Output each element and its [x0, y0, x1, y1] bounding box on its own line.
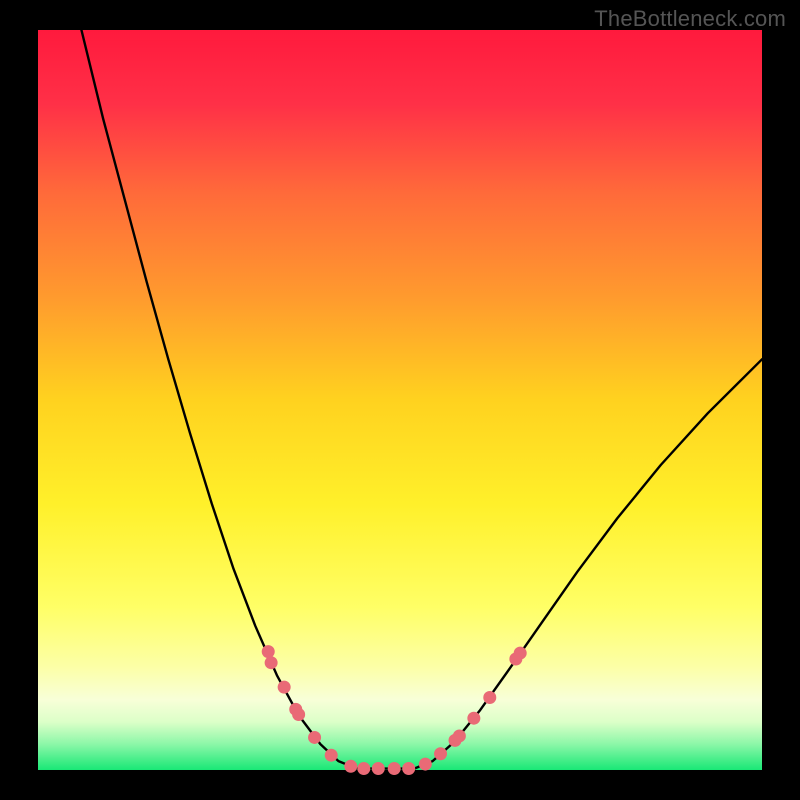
data-marker — [388, 762, 401, 775]
data-marker — [344, 760, 357, 773]
data-marker — [434, 747, 447, 760]
data-marker — [357, 762, 370, 775]
data-marker — [292, 708, 305, 721]
data-marker — [278, 681, 291, 694]
gradient-plot-area — [38, 30, 762, 770]
data-marker — [372, 762, 385, 775]
data-marker — [514, 647, 527, 660]
watermark-text: TheBottleneck.com — [594, 6, 786, 32]
data-marker — [265, 656, 278, 669]
chart-stage: TheBottleneck.com — [0, 0, 800, 800]
data-marker — [402, 762, 415, 775]
data-marker — [325, 749, 338, 762]
data-marker — [467, 712, 480, 725]
bottleneck-chart-svg — [0, 0, 800, 800]
data-marker — [453, 729, 466, 742]
data-marker — [262, 645, 275, 658]
data-marker — [308, 731, 321, 744]
data-marker — [483, 691, 496, 704]
data-marker — [419, 758, 432, 771]
